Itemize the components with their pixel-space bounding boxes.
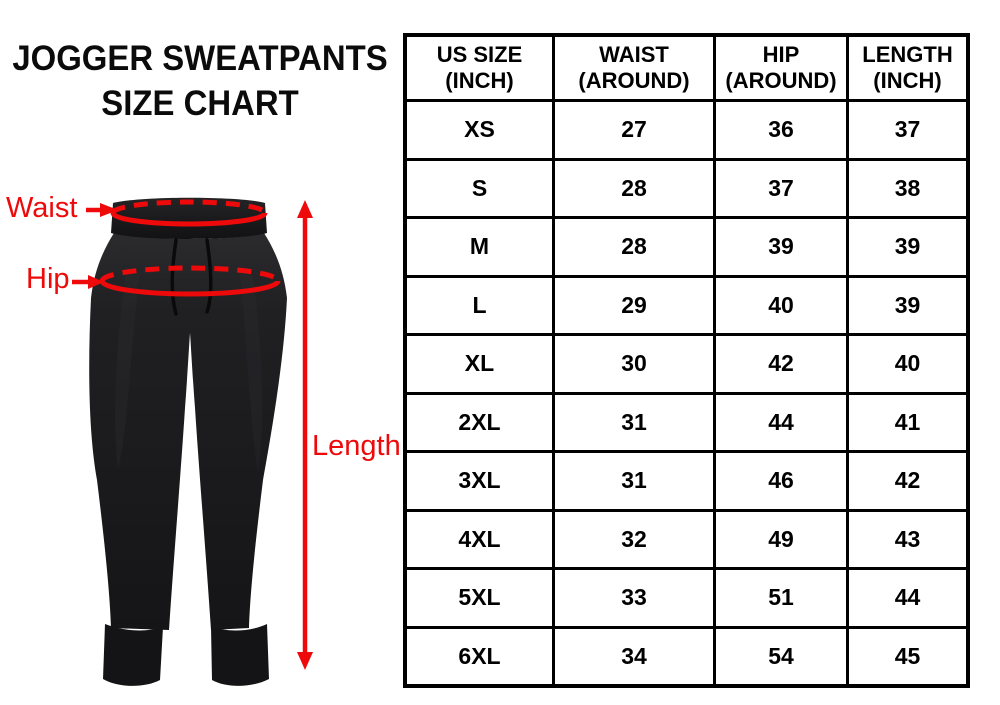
column-header-length: LENGTH (INCH) — [849, 37, 966, 99]
table-cell: 5XL — [407, 570, 552, 626]
table-cell: 54 — [716, 628, 846, 684]
table-cell: 37 — [849, 102, 966, 158]
table-cell: 6XL — [407, 628, 552, 684]
waist-label: Waist — [6, 192, 78, 224]
table-cell: 36 — [716, 102, 846, 158]
column-header-line: HIP — [762, 42, 800, 67]
pants-body — [89, 233, 287, 630]
table-cell: XL — [407, 336, 552, 392]
jogger-pants-illustration — [72, 197, 313, 686]
table-cell: M — [407, 219, 552, 275]
table-cell: 42 — [849, 453, 966, 509]
table-cell: 44 — [716, 394, 846, 450]
column-header-hip: HIP (AROUND) — [716, 37, 846, 99]
table-cell: 40 — [849, 336, 966, 392]
column-header-us-size: US SIZE (INCH) — [407, 37, 552, 99]
column-header-line: (INCH) — [873, 68, 942, 93]
pants-highlight — [240, 270, 263, 472]
cuff-right — [211, 624, 269, 686]
drawstring-left — [170, 238, 178, 316]
column-header-waist: WAIST (AROUND) — [555, 37, 713, 99]
column-header-line: (INCH) — [445, 68, 514, 93]
table-cell: 32 — [555, 511, 713, 567]
column-header-line: WAIST — [599, 42, 669, 67]
table-cell: 39 — [716, 219, 846, 275]
length-arrowhead-down — [297, 652, 313, 670]
table-cell: 33 — [555, 570, 713, 626]
hip-ellipse-dashed — [99, 265, 281, 282]
table-cell: 39 — [849, 219, 966, 275]
table-cell: 51 — [716, 570, 846, 626]
column-header-line: (AROUND) — [725, 68, 837, 93]
size-table: US SIZE (INCH) WAIST (AROUND) HIP (AROUN… — [403, 33, 970, 688]
hip-arrowhead — [88, 275, 104, 289]
table-cell: 40 — [716, 277, 846, 333]
table-cell: 44 — [849, 570, 966, 626]
table-cell: 41 — [849, 394, 966, 450]
table-cell: 37 — [716, 160, 846, 216]
table-cell: 43 — [849, 511, 966, 567]
page-title-line1: JOGGER SWEATPANTS — [12, 39, 388, 78]
table-cell: 4XL — [407, 511, 552, 567]
table-cell: 28 — [555, 219, 713, 275]
table-cell: 46 — [716, 453, 846, 509]
waist-ellipse-solid — [110, 212, 268, 227]
table-cell: 49 — [716, 511, 846, 567]
length-arrowhead-up — [297, 200, 313, 218]
cuff-left — [103, 624, 163, 686]
length-label: Length — [312, 430, 401, 462]
table-cell: 2XL — [407, 394, 552, 450]
table-cell: 31 — [555, 453, 713, 509]
table-cell: L — [407, 277, 552, 333]
table-cell: 28 — [555, 160, 713, 216]
column-header-line: (AROUND) — [578, 68, 690, 93]
page-title: JOGGER SWEATPANTS SIZE CHART — [12, 36, 388, 126]
table-cell: 38 — [849, 160, 966, 216]
waist-arrowhead — [100, 203, 118, 217]
table-cell: 34 — [555, 628, 713, 684]
drawstring-right — [205, 238, 213, 314]
table-cell: 30 — [555, 336, 713, 392]
table-cell: 3XL — [407, 453, 552, 509]
table-cell: 39 — [849, 277, 966, 333]
column-header-line: US SIZE — [436, 42, 523, 67]
table-cell: XS — [407, 102, 552, 158]
table-cell: 27 — [555, 102, 713, 158]
hip-ellipse-solid — [99, 280, 281, 297]
column-header-line: LENGTH — [862, 42, 953, 67]
table-cell: 45 — [849, 628, 966, 684]
waist-ellipse-dashed — [110, 199, 268, 214]
table-cell: S — [407, 160, 552, 216]
table-cell: 29 — [555, 277, 713, 333]
pants-waistband — [111, 197, 267, 239]
page-title-line2: SIZE CHART — [101, 84, 299, 123]
table-cell: 31 — [555, 394, 713, 450]
pants-highlight — [115, 270, 140, 470]
table-cell: 42 — [716, 336, 846, 392]
hip-label: Hip — [26, 263, 70, 295]
